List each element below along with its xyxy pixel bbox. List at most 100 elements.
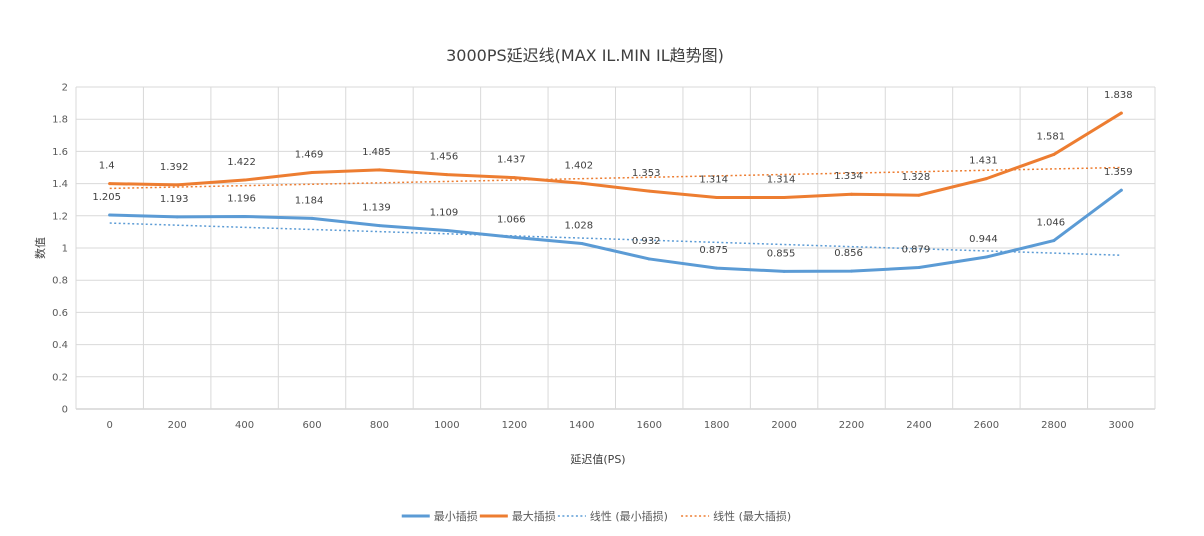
- y-tick-label: 0.2: [52, 372, 68, 383]
- y-tick-label: 0.4: [52, 340, 68, 351]
- data-point: [715, 195, 719, 199]
- legend-label: 最小插损: [434, 509, 478, 523]
- y-tick-label: 1.4: [52, 179, 68, 190]
- data-label: 1.205: [92, 192, 121, 203]
- grid: [75, 86, 1156, 410]
- y-tick-label: 0: [62, 405, 68, 416]
- data-point: [1119, 188, 1123, 192]
- y-tick-label: 0.8: [52, 276, 68, 287]
- data-label: 1.469: [295, 149, 324, 160]
- y-tick-label: 1: [62, 244, 68, 255]
- data-label: 1.066: [497, 214, 526, 225]
- chart-title: 3000PS延迟线(MAX IL.MIN IL趋势图): [446, 46, 724, 65]
- data-label: 1.402: [564, 160, 593, 171]
- data-point: [580, 241, 584, 245]
- data-label: 1.456: [430, 152, 459, 163]
- trendline-3: [109, 166, 1122, 190]
- x-axis-title: 延迟值(PS): [570, 453, 625, 466]
- x-tick-label: 200: [168, 420, 187, 431]
- x-tick-label: 1400: [569, 420, 594, 431]
- series-line-0: [108, 188, 1123, 273]
- x-tick-label: 2600: [974, 420, 999, 431]
- data-label: 1.314: [699, 174, 728, 185]
- y-tick-label: 2: [62, 83, 68, 94]
- data-label: 1.581: [1037, 131, 1066, 142]
- data-point: [580, 181, 584, 185]
- data-point: [310, 216, 314, 220]
- legend: 最小插损 最大插损 线性 (最小插损) 线性 (最大插损): [401, 509, 791, 523]
- data-label: 1.431: [969, 156, 998, 167]
- data-label: 1.193: [160, 194, 189, 205]
- data-point: [850, 269, 854, 273]
- legend-item-1: 最大插损: [479, 509, 556, 523]
- x-tick-label: 600: [302, 420, 321, 431]
- data-point: [984, 255, 988, 259]
- x-tick-label: 2400: [906, 420, 931, 431]
- trendline-2: [109, 222, 1122, 256]
- series-layer: [108, 111, 1123, 273]
- x-tick-label: 2200: [839, 420, 864, 431]
- legend-item-3: 线性 (最大插损): [681, 509, 791, 523]
- data-label: 1.028: [564, 220, 593, 231]
- data-point: [1052, 239, 1056, 243]
- data-point: [715, 266, 719, 270]
- data-point: [647, 257, 651, 261]
- data-label: 1.109: [430, 207, 459, 218]
- x-tick-label: 400: [235, 420, 254, 431]
- data-point: [782, 269, 786, 273]
- data-label: 1.328: [902, 172, 931, 183]
- data-point: [512, 176, 516, 180]
- data-label: 0.875: [699, 245, 728, 256]
- data-label: 1.314: [767, 174, 796, 185]
- y-tick-label: 1.8: [52, 115, 68, 126]
- y-axis-title: 数值: [34, 237, 47, 259]
- data-point: [1052, 152, 1056, 156]
- x-tick-label: 1000: [434, 420, 459, 431]
- y-tick-label: 1.6: [52, 147, 68, 158]
- data-point: [917, 265, 921, 269]
- data-label: 0.855: [767, 248, 796, 259]
- data-label: 0.879: [902, 244, 931, 255]
- data-point: [445, 173, 449, 177]
- data-label: 1.353: [632, 168, 661, 179]
- data-point: [917, 193, 921, 197]
- data-label: 1.485: [362, 147, 391, 158]
- x-tick-label: 3000: [1109, 420, 1134, 431]
- data-labels: 1.205 1.193 1.196 1.184 1.139 1.109 1.066 1.028…: [92, 90, 1132, 259]
- data-point: [1119, 111, 1123, 115]
- data-point: [647, 189, 651, 193]
- data-label: 1.437: [497, 155, 526, 166]
- data-label: 1.334: [834, 171, 863, 182]
- data-point: [850, 192, 854, 196]
- data-point: [243, 214, 247, 218]
- data-label: 1.422: [227, 157, 256, 168]
- legend-item-2: 线性 (最小插损): [557, 509, 668, 523]
- x-tick-label: 2000: [771, 420, 796, 431]
- y-tick-label: 1.2: [52, 211, 68, 222]
- x-tick-label: 1600: [636, 420, 661, 431]
- data-point: [108, 182, 112, 186]
- data-label: 1.046: [1037, 218, 1066, 229]
- data-point: [108, 213, 112, 217]
- y-tick-label: 0.6: [52, 308, 68, 319]
- data-label: 0.856: [834, 248, 863, 259]
- legend-label: 最大插损: [512, 509, 556, 523]
- data-label: 1.359: [1104, 167, 1133, 178]
- data-label: 1.184: [295, 195, 324, 206]
- series-line-1: [108, 111, 1123, 199]
- legend-item-0: 最小插损: [401, 509, 478, 523]
- x-tick-label: 0: [107, 420, 113, 431]
- x-axis-ticks: 0 200 400 600 800 1000 1200 1400 1600 1800 2000 220…: [107, 420, 1134, 431]
- x-tick-label: 1200: [502, 420, 527, 431]
- data-point: [377, 168, 381, 172]
- data-point: [310, 170, 314, 174]
- data-point: [175, 183, 179, 187]
- x-tick-label: 2800: [1041, 420, 1066, 431]
- data-label: 0.944: [969, 234, 998, 245]
- data-point: [445, 228, 449, 232]
- data-label: 1.196: [227, 193, 256, 204]
- data-point: [984, 177, 988, 181]
- x-tick-label: 1800: [704, 420, 729, 431]
